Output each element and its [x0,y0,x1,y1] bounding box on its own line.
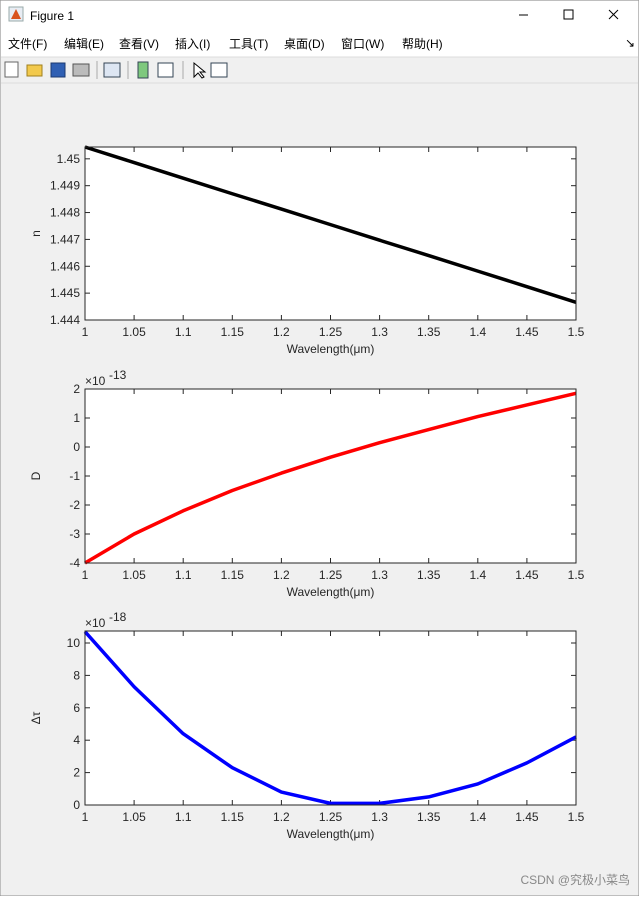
x-tick-label: 1.3 [371,325,388,339]
x-tick-label: 1.35 [417,325,441,339]
x-tick-label: 1.05 [122,325,146,339]
x-tick-label: 1.15 [221,568,245,582]
save-icon[interactable] [50,62,66,78]
watermark: CSDN @究极小菜鸟 [520,872,630,887]
y-tick-label: 1.446 [50,259,80,273]
y-exponent-base: ×10 [85,616,106,630]
property-icon[interactable] [210,62,228,78]
menu-item[interactable]: 编辑(E) [64,36,104,51]
menu-arrow: ↘ [625,36,635,50]
x-tick-label: 1.1 [175,810,192,824]
y-tick-label: 8 [73,668,80,682]
close-button[interactable] [608,9,619,20]
maximize-button[interactable] [563,9,574,20]
x-tick-label: 1.35 [417,810,441,824]
x-tick-label: 1.4 [469,325,486,339]
open-icon[interactable] [26,64,43,77]
x-tick-label: 1.2 [273,810,290,824]
y-tick-label: -1 [69,469,80,483]
x-tick-label: 1 [82,568,89,582]
x-tick-label: 1.2 [273,325,290,339]
new-icon[interactable] [4,61,19,78]
x-tick-label: 1.1 [175,325,192,339]
y-tick-label: 1.445 [50,286,80,300]
y-tick-label: 4 [73,733,80,747]
menu-item[interactable]: 工具(T) [229,37,268,51]
window-title: Figure 1 [30,9,74,23]
link-icon[interactable] [103,62,121,78]
x-axis-label: Wavelength(μm) [287,827,375,841]
x-tick-label: 1.35 [417,568,441,582]
x-tick-label: 1.4 [469,568,486,582]
plot-area [85,389,576,563]
x-tick-label: 1.4 [469,810,486,824]
y-axis-label: Δτ [29,711,43,724]
y-axis-label: n [29,230,43,237]
x-tick-label: 1.1 [175,568,192,582]
menu-item[interactable]: 帮助(H) [402,37,443,51]
y-tick-label: 0 [73,440,80,454]
x-tick-label: 1.45 [515,810,539,824]
x-tick-label: 1 [82,810,89,824]
y-tick-label: 0 [73,798,80,812]
y-tick-label: -2 [69,498,80,512]
x-tick-label: 1.15 [221,810,245,824]
plot-area [85,631,576,805]
y-exponent-base: ×10 [85,374,106,388]
y-axis-label: D [29,471,43,480]
y-tick-label: 10 [67,636,81,650]
x-tick-label: 1.05 [122,568,146,582]
x-tick-label: 1.25 [319,568,343,582]
x-tick-label: 1.15 [221,325,245,339]
x-tick-label: 1.5 [568,568,585,582]
y-tick-label: 1.449 [50,179,80,193]
x-tick-label: 1.45 [515,325,539,339]
y-tick-label: 1 [73,411,80,425]
y-exponent-power: -18 [109,610,127,624]
axes-box [84,146,577,321]
y-tick-label: -3 [69,527,80,541]
data-line [84,145,577,304]
y-tick-label: 2 [73,766,80,780]
y-tick-label: 1.447 [50,232,80,246]
legend-icon[interactable] [157,62,174,78]
x-axis-label: Wavelength(μm) [287,342,375,356]
y-tick-label: -4 [69,556,80,570]
menu-item[interactable]: 插入(I) [175,37,210,51]
pointer-icon[interactable] [193,61,207,79]
menu-item[interactable]: 桌面(D) [284,37,325,51]
menu-item[interactable]: 查看(V) [119,37,159,51]
data-line [83,630,577,806]
y-tick-label: 1.448 [50,206,80,220]
y-tick-label: 1.444 [50,313,80,327]
y-tick-label: 6 [73,701,80,715]
print-icon[interactable] [72,63,90,77]
x-tick-label: 1.5 [568,810,585,824]
x-tick-label: 1.05 [122,810,146,824]
x-tick-label: 1.25 [319,325,343,339]
x-tick-label: 1.2 [273,568,290,582]
menu-item[interactable]: 窗口(W) [341,37,384,51]
colorbar-icon[interactable] [137,61,149,79]
x-tick-label: 1 [82,325,89,339]
axes-box [84,388,577,564]
x-tick-label: 1.45 [515,568,539,582]
x-tick-label: 1.3 [371,568,388,582]
y-exponent-power: -13 [109,368,127,382]
y-tick-label: 1.45 [57,152,81,166]
data-line [84,391,577,565]
title-menu-bg [1,1,638,57]
x-tick-label: 1.25 [319,810,343,824]
axes-box [84,630,577,806]
plot-area [85,147,576,320]
menu-item[interactable]: 文件(F) [8,36,47,51]
x-tick-label: 1.3 [371,810,388,824]
x-tick-label: 1.5 [568,325,585,339]
menu-bar: 文件(F) 编辑(E) 查看(V) 插入(I) 工具(T) 桌面(D) 窗口(W) 帮助(H) [8,36,443,51]
y-tick-label: 2 [73,382,80,396]
x-axis-label: Wavelength(μm) [287,585,375,599]
app-icon-shape [11,9,21,19]
